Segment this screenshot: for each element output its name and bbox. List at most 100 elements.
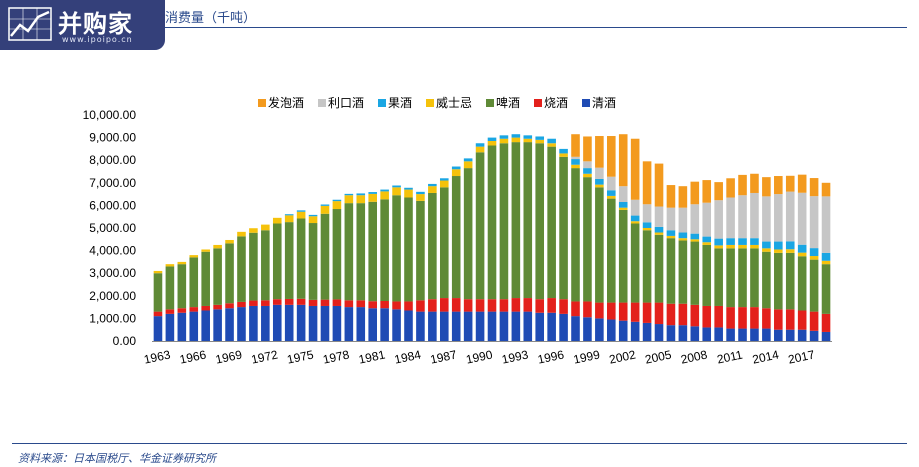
bar-segment-发泡酒-2003 <box>630 138 640 200</box>
bar-segment-啤酒-1988 <box>451 176 461 299</box>
bar-segment-利口酒-2002 <box>618 186 628 203</box>
bar-segment-威士忌-1965 <box>177 261 187 265</box>
bar-segment-清酒-2002 <box>618 320 628 341</box>
bar-segment-烧酒-2000 <box>595 302 604 319</box>
x-tick-label: 2011 <box>716 347 744 366</box>
bar-segment-威士忌-1971 <box>249 228 258 233</box>
y-tick-label: 10,000.00 <box>83 108 137 122</box>
bar-segment-啤酒-2010 <box>714 248 723 306</box>
bar-segment-烧酒-2009 <box>702 305 712 328</box>
top-divider <box>165 27 907 28</box>
bar-segment-啤酒-2019 <box>821 264 831 314</box>
bar-segment-清酒-2006 <box>666 325 676 341</box>
bar-segment-啤酒-2005 <box>654 234 664 303</box>
bar-segment-清酒-1998 <box>571 316 580 341</box>
bar-segment-威士忌-2009 <box>702 242 712 245</box>
bar-segment-清酒-1979 <box>344 307 354 341</box>
bar-segment-啤酒-1972 <box>261 230 270 301</box>
bar-segment-啤酒-1987 <box>439 187 449 299</box>
bar-segment-威士忌-2004 <box>642 228 652 231</box>
legend-swatch-利口酒 <box>318 99 326 107</box>
bar-segment-威士忌-2003 <box>630 221 640 224</box>
bar-segment-利口酒-2017 <box>797 192 807 245</box>
bar-segment-清酒-1985 <box>416 311 425 341</box>
bar-segment-威士忌-1975 <box>296 211 306 219</box>
bar-segment-果酒-2013 <box>750 238 759 245</box>
bar-segment-威士忌-1979 <box>344 195 354 204</box>
bar-segment-利口酒-2018 <box>809 196 819 249</box>
bar-segment-烧酒-1991 <box>487 299 497 312</box>
bar-segment-果酒-1996 <box>547 138 556 144</box>
bar-segment-啤酒-1978 <box>332 209 342 300</box>
bar-segment-烧酒-1981 <box>368 301 377 309</box>
bar-segment-烧酒-1994 <box>523 298 533 312</box>
bar-segment-果酒-2005 <box>654 226 664 233</box>
bar-segment-利口酒-2012 <box>738 195 747 239</box>
bar-segment-发泡酒-2017 <box>797 174 807 193</box>
bar-segment-清酒-1988 <box>451 311 461 341</box>
y-axis: 0.00 1,000.00 2,000.00 3,000.00 4,000.00 5,00… <box>83 108 137 348</box>
bar-segment-清酒-1996 <box>547 312 556 341</box>
bar-segment-啤酒-2001 <box>607 198 616 303</box>
bar-segment-烧酒-1992 <box>499 299 509 312</box>
bar-segment-烧酒-1970 <box>237 301 246 308</box>
bar-segment-烧酒-1963 <box>153 311 163 317</box>
bar-segment-烧酒-1974 <box>284 298 294 305</box>
x-tick-label: 1993 <box>501 347 530 366</box>
bar-segment-发泡酒-2013 <box>750 173 759 193</box>
bar-segment-利口酒-2000 <box>595 167 604 179</box>
bar-segment-啤酒-2004 <box>642 230 652 303</box>
x-tick-label: 2017 <box>787 347 816 366</box>
bar-segment-威士忌-1995 <box>535 139 545 144</box>
bar-segment-清酒-1968 <box>213 309 222 341</box>
x-tick-label: 2005 <box>644 347 673 366</box>
y-tick-label: 0.00 <box>113 334 137 348</box>
bar-segment-威士忌-1985 <box>416 194 425 201</box>
bar-segment-啤酒-2016 <box>785 252 795 310</box>
bar-segment-清酒-2007 <box>678 325 688 341</box>
bar-segment-烧酒-1983 <box>392 301 401 310</box>
bar-segment-威士忌-1997 <box>559 153 568 157</box>
bar-segment-果酒-1975 <box>296 210 306 212</box>
logo-chart-icon <box>8 7 52 41</box>
legend-label-威士忌: 威士忌 <box>436 96 472 110</box>
bar-segment-果酒-2011 <box>726 238 735 245</box>
bar-segment-啤酒-1995 <box>535 143 545 300</box>
bar-segment-发泡酒-2007 <box>678 186 688 208</box>
bar-segment-果酒-2018 <box>809 248 819 257</box>
bar-segment-啤酒-1984 <box>404 197 413 302</box>
bar-segment-利口酒-2007 <box>678 207 688 233</box>
bar-segment-啤酒-2008 <box>690 241 700 305</box>
bar-segment-清酒-1970 <box>237 307 246 341</box>
bar-segment-果酒-1991 <box>487 137 497 141</box>
bar-segment-果酒-2017 <box>797 244 807 253</box>
bar-segment-清酒-2005 <box>654 324 664 341</box>
bar-segment-利口酒-2013 <box>750 192 759 239</box>
bar-segment-威士忌-1969 <box>225 239 234 244</box>
x-tick-label: 1972 <box>250 347 279 366</box>
bar-segment-果酒-1978 <box>332 199 342 202</box>
bar-segment-发泡酒-2001 <box>607 136 616 177</box>
bar-segment-烧酒-1979 <box>344 300 354 308</box>
bar-segment-果酒-1992 <box>499 135 509 139</box>
bar-segment-果酒-1982 <box>380 189 389 192</box>
bar-segment-威士忌-1992 <box>499 138 509 144</box>
bar-segment-果酒-1997 <box>559 148 568 154</box>
bar-segment-啤酒-2000 <box>595 187 604 303</box>
bar-segment-发泡酒-2006 <box>666 185 676 208</box>
bar-segment-果酒-1977 <box>320 204 330 206</box>
bar-segment-啤酒-1971 <box>249 232 258 301</box>
bar-segment-发泡酒-2011 <box>726 178 735 198</box>
bar-segment-威士忌-2005 <box>654 232 664 235</box>
bar-segment-果酒-1979 <box>344 193 354 196</box>
bar-segment-清酒-2012 <box>738 328 747 341</box>
y-tick-label: 1,000.00 <box>89 311 136 325</box>
bar-segment-利口酒-2008 <box>690 204 700 234</box>
bar-segment-清酒-1973 <box>272 304 282 341</box>
bar-segment-啤酒-2003 <box>630 223 640 303</box>
x-tick-label: 1996 <box>536 347 565 366</box>
x-tick-label: 1987 <box>429 347 458 366</box>
bar-segment-果酒-2012 <box>738 238 747 245</box>
bar-segment-发泡酒-2008 <box>690 181 700 205</box>
bar-segment-果酒-2014 <box>762 241 771 249</box>
